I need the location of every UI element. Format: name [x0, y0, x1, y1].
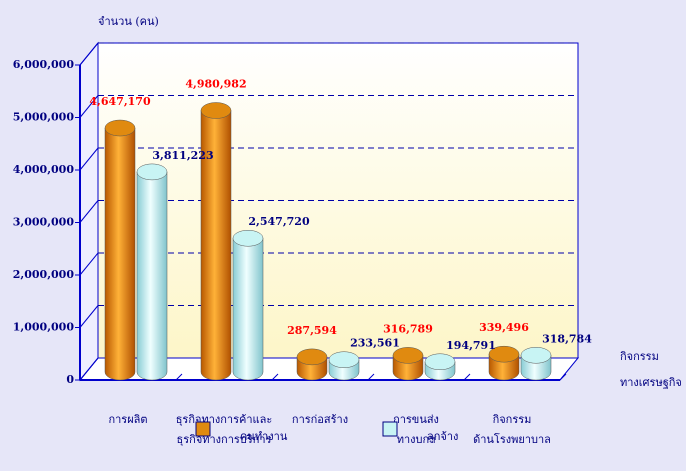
x-tick-label: ธุรกิจทางการค้าและ [176, 413, 273, 426]
x-tick [367, 373, 375, 381]
x-tick-label: ด้านโรงพยาบาล [473, 432, 551, 446]
bar-top [520, 347, 552, 364]
x-tick [559, 373, 567, 381]
tick-depth [79, 357, 99, 381]
bar-top [392, 347, 424, 364]
x-tick [175, 373, 183, 381]
data-label: 318,784 [542, 332, 592, 345]
data-label: 4,647,170 [89, 95, 151, 108]
bar-top [136, 163, 168, 181]
data-label: 287,594 [287, 324, 337, 337]
tick-depth [79, 42, 99, 66]
data-label: 316,789 [383, 322, 433, 335]
data-label: 4,980,982 [185, 77, 246, 90]
y-tick-label: 2,000,000 [13, 268, 75, 281]
x-tick-label: การผลิต [108, 413, 147, 426]
y-tick-label: 5,000,000 [13, 111, 75, 124]
bar [136, 171, 168, 381]
data-label: 194,791 [446, 339, 496, 352]
data-label: 233,561 [350, 337, 400, 350]
y-tick-label: 4,000,000 [13, 163, 75, 176]
data-label: 3,811,223 [152, 149, 213, 162]
x-axis-label: กิจกรรม [620, 350, 659, 363]
bar [200, 110, 232, 381]
bar-top [296, 348, 328, 366]
bar-top [200, 102, 232, 119]
bar [232, 237, 264, 381]
data-label: 339,496 [479, 321, 529, 334]
x-tick [463, 373, 471, 381]
y-tick-label: 6,000,000 [13, 58, 75, 71]
x-axis-label: ทางเศรษฐกิจ [620, 376, 682, 389]
bar-top [424, 353, 456, 371]
tick-depth [79, 252, 99, 276]
x-tick [271, 373, 279, 381]
y-axis-label: จำนวน (คน) [98, 15, 159, 28]
y-tick-label: 0 [66, 373, 74, 386]
x-tick-label: ทางบกฯ [397, 433, 436, 446]
legend-swatch [195, 421, 211, 437]
bar-top [104, 119, 136, 137]
x-tick-label: การขนส่ง [393, 413, 439, 426]
bar [104, 127, 136, 381]
tick-depth [79, 95, 99, 118]
bar-top [488, 345, 520, 363]
x-tick-label: กิจกรรม [492, 413, 531, 426]
tick-depth [79, 147, 99, 171]
x-tick-label: การก่อสร้าง [292, 413, 348, 426]
bar-top [328, 351, 360, 368]
bar-top [232, 229, 264, 247]
legend-label: ลูกจ้าง [427, 430, 458, 443]
tick-depth [79, 200, 99, 223]
legend-label: คนทำงาน [240, 430, 288, 443]
tick-depth [79, 305, 99, 328]
y-tick-label: 1,000,000 [13, 321, 75, 334]
y-tick-label: 3,000,000 [13, 216, 75, 229]
data-label: 2,547,720 [248, 215, 310, 228]
legend-swatch [382, 421, 398, 437]
